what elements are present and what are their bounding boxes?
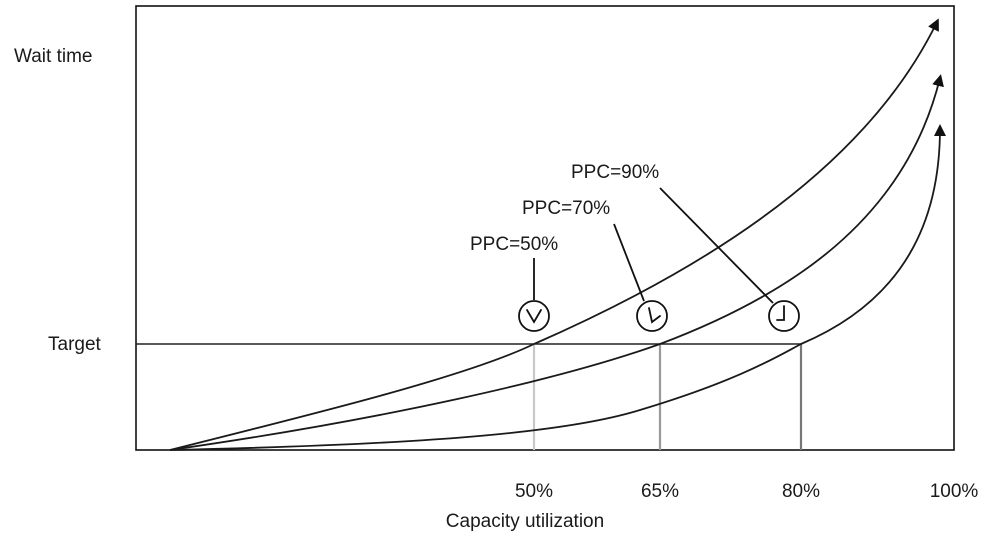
callout-ppc-70: PPC=70% [522, 198, 610, 219]
x-tick-50: 50% [515, 481, 553, 502]
y-label-wait-time: Wait time [14, 46, 92, 67]
x-axis-title: Capacity utilization [446, 511, 604, 532]
callout-ppc-90: PPC=90% [571, 162, 659, 183]
clock-icon [636, 300, 668, 332]
x-tick-100: 100% [930, 481, 979, 502]
curve-ppc-90 [169, 124, 946, 451]
x-tick-80: 80% [782, 481, 820, 502]
curve-ppc-70 [169, 74, 944, 451]
x-tick-65: 65% [641, 481, 679, 502]
leader-ppc-70 [613, 223, 645, 302]
plot-frame [135, 5, 955, 451]
curve-ppc-50 [169, 18, 939, 451]
clock-icon [518, 300, 550, 332]
y-label-target: Target [48, 334, 102, 355]
leader-ppc-90 [659, 187, 774, 304]
clock-icon [768, 300, 800, 332]
callout-ppc-50: PPC=50% [470, 234, 558, 255]
